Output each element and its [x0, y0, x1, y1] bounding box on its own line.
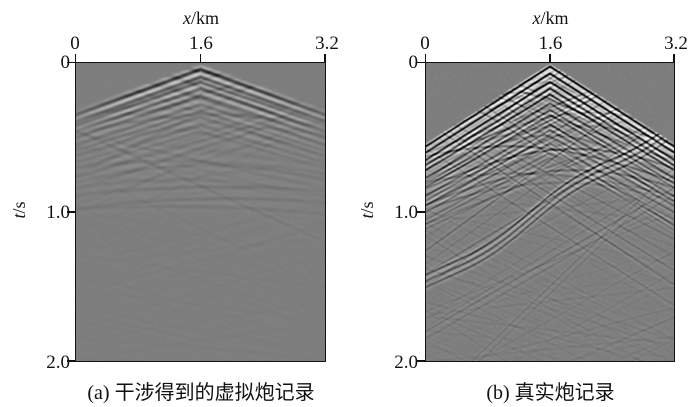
x-tick-label: 1.6 [538, 33, 563, 54]
y-tick-label: 1.0 [394, 201, 418, 223]
caption-panel-b: (b) 真实炮记录 [486, 382, 615, 404]
y-tick-labels-b: 0 1.0 2.0 [384, 52, 418, 373]
caption-panel-a: (a) 干涉得到的虚拟炮记录 [87, 382, 315, 404]
y-axis-unit: /s [9, 201, 29, 214]
y-axis-variable: t [357, 213, 377, 219]
x-tick-label: 3.2 [664, 33, 688, 54]
y-tick-label: 1.0 [46, 201, 70, 223]
y-axis-unit: /s [357, 201, 377, 214]
x-axis-label-a: x/km [75, 8, 327, 30]
x-tick-mark [549, 54, 551, 62]
x-tick-label: 0 [70, 33, 80, 54]
y-axis-label-b: t/s [357, 188, 379, 232]
y-tick-labels-a: 0 1.0 2.0 [36, 52, 70, 373]
x-tick-mark [199, 54, 202, 62]
y-tick-mark [417, 360, 425, 362]
y-tick-mark [67, 61, 75, 63]
y-axis-variable: t [9, 213, 29, 219]
y-tick-mark [417, 211, 425, 213]
x-axis-unit: /km [190, 8, 219, 28]
y-tick-label: 2.0 [46, 352, 70, 373]
x-tick-labels-a: 0 1.6 3.2 [70, 33, 339, 55]
x-tick-mark [74, 54, 76, 62]
x-axis-variable: x [182, 8, 191, 28]
plot-area-b [417, 54, 675, 362]
y-tick-label: 0 [408, 52, 419, 73]
x-tick-label: 1.6 [189, 33, 213, 54]
x-tick-labels-b: 0 1.6 3.2 [420, 33, 688, 55]
x-tick-mark [673, 54, 675, 62]
x-tick-label: 0 [420, 33, 430, 54]
x-axis-unit: /km [540, 8, 569, 28]
x-axis-label-b: x/km [425, 8, 676, 30]
x-axis-variable: x [532, 8, 541, 28]
x-tick-mark [324, 54, 326, 62]
y-tick-mark [67, 211, 75, 213]
y-tick-mark [417, 61, 425, 63]
y-tick-label: 0 [60, 52, 71, 73]
y-tick-mark [67, 360, 75, 362]
y-axis-label-a: t/s [9, 188, 31, 232]
plot-area-a [67, 54, 326, 362]
x-tick-label: 3.2 [315, 33, 339, 54]
seismic-image-b [426, 63, 674, 361]
seismic-image-a [76, 63, 325, 361]
y-tick-label: 2.0 [394, 352, 418, 373]
x-tick-mark [424, 54, 426, 62]
